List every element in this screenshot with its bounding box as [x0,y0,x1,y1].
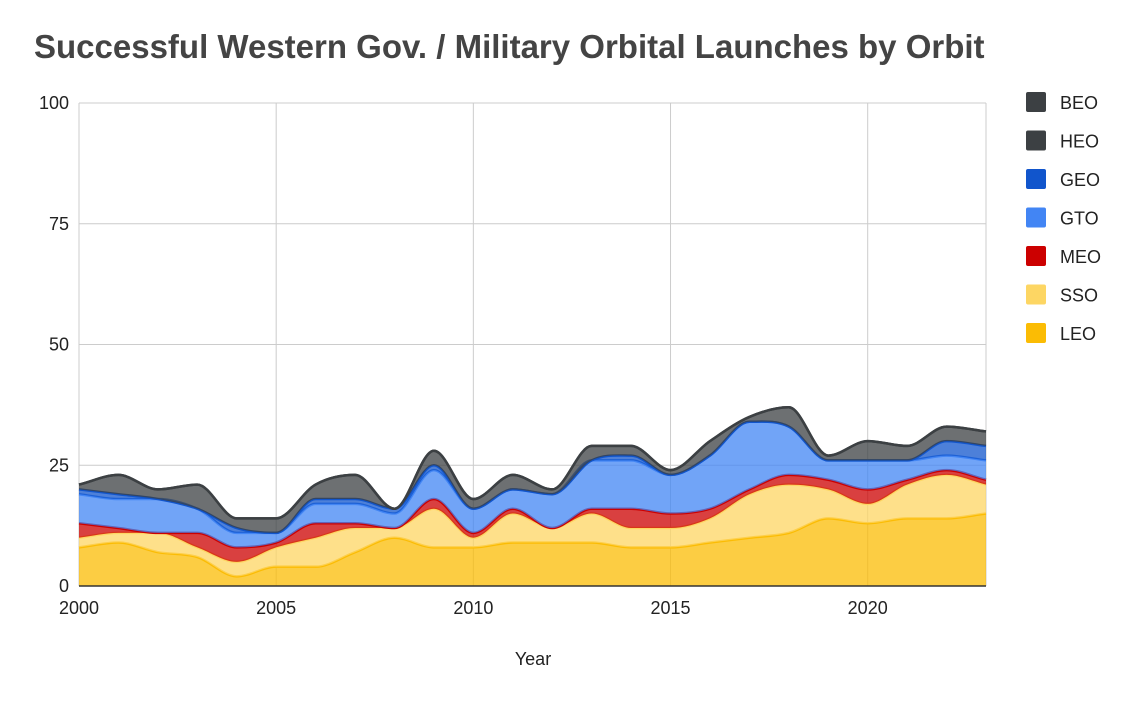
chart-title: Successful Western Gov. / Military Orbit… [34,28,985,65]
series-line-beo [78,406,987,520]
legend-label: BEO [1060,93,1098,113]
legend-label: GEO [1060,170,1100,190]
x-tick-label: 2000 [59,598,99,618]
y-tick-label: 0 [59,576,69,596]
area-layer [78,406,987,586]
legend-swatch [1026,169,1046,189]
legend-swatch [1026,92,1046,112]
y-tick-label: 75 [49,214,69,234]
x-tick-label: 2005 [256,598,296,618]
legend-label: LEO [1060,324,1096,344]
legend-label: MEO [1060,247,1101,267]
x-tick-label: 2010 [453,598,493,618]
legend-swatch [1026,323,1046,343]
legend-item-leo[interactable]: LEO [1026,323,1096,344]
area-meo[interactable] [79,470,986,562]
legend-item-heo[interactable]: HEO [1026,130,1099,152]
y-tick-label: 100 [39,93,69,113]
legend-label: HEO [1060,132,1099,152]
legend[interactable]: BEO HEO GEO GTO MEO SSO LEO [1026,92,1101,344]
legend-item-beo[interactable]: BEO [1026,92,1098,113]
area-heo[interactable] [79,407,986,533]
area-sso[interactable] [79,474,986,577]
legend-label: SSO [1060,286,1098,306]
area-gto[interactable] [79,421,986,548]
legend-label: GTO [1060,209,1099,229]
x-tick-label: 2020 [848,598,888,618]
legend-swatch [1026,207,1046,228]
legend-swatch [1026,130,1046,151]
legend-swatch [1026,284,1046,305]
y-tick-label: 50 [49,335,69,355]
legend-item-geo[interactable]: GEO [1026,169,1100,190]
x-axis-title: Year [515,649,551,669]
legend-item-gto[interactable]: GTO [1026,207,1099,229]
axis-layer: 0 25 50 75 100 2000 2005 2010 2015 2020 [39,93,986,618]
x-tick-label: 2015 [650,598,690,618]
legend-swatch [1026,246,1046,266]
legend-item-sso[interactable]: SSO [1026,284,1098,306]
y-tick-label: 25 [49,455,69,475]
legend-item-meo[interactable]: MEO [1026,246,1101,267]
